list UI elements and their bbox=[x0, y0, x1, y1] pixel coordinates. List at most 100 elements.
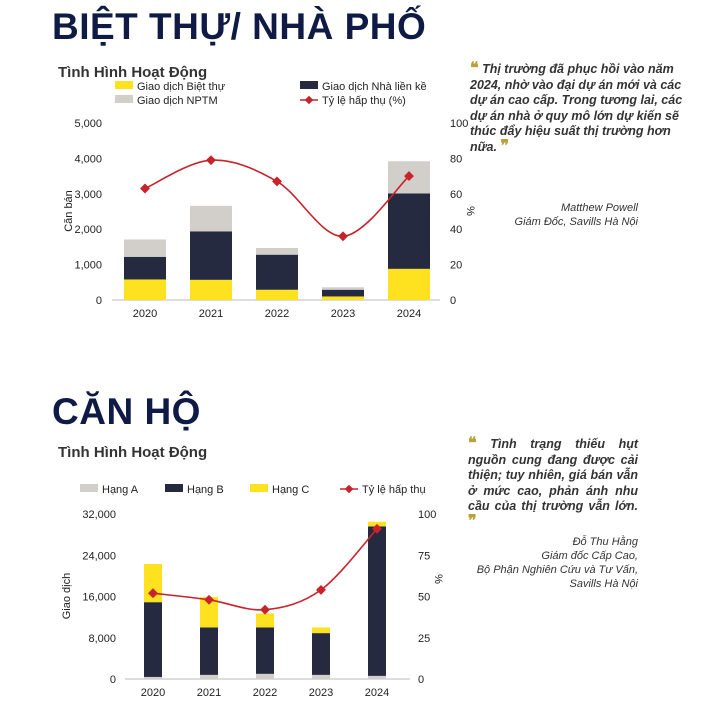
bar-segment bbox=[200, 597, 218, 628]
y-tick-label: 4,000 bbox=[74, 153, 102, 165]
bar-segment bbox=[256, 289, 298, 300]
y-tick-label: 3,000 bbox=[74, 189, 102, 201]
bar-segment bbox=[322, 289, 364, 297]
bar-segment bbox=[124, 239, 166, 257]
bar-segment bbox=[368, 675, 386, 679]
absorption-point bbox=[338, 231, 348, 242]
legend-swatch bbox=[165, 484, 183, 492]
attribution-villas: Matthew Powell Giám Đốc, Savills Hà Nội bbox=[515, 201, 638, 229]
y-tick-label: 2,000 bbox=[74, 224, 102, 236]
quote-villas: ❝ Thị trường đã phục hồi vào năm 2024, n… bbox=[470, 60, 698, 155]
absorption-point bbox=[316, 584, 326, 595]
legend-swatch bbox=[250, 484, 268, 492]
y2-tick-label: 80 bbox=[450, 153, 462, 165]
absorption-point bbox=[148, 588, 158, 599]
x-tick-label: 2020 bbox=[141, 687, 165, 699]
y2-tick-label: 75 bbox=[418, 550, 430, 562]
bar-segment bbox=[200, 627, 218, 675]
legend-label: Giao dịch NPTM bbox=[137, 95, 218, 107]
bar-segment bbox=[322, 296, 364, 300]
y-tick-label: 8,000 bbox=[88, 633, 116, 645]
y2-tick-label: 20 bbox=[450, 260, 462, 272]
y-tick-label: 32,000 bbox=[82, 509, 116, 521]
legend-label: Giao dịch Nhà liền kề bbox=[322, 81, 427, 93]
y-axis-title: Căn bán bbox=[63, 190, 75, 232]
bar-segment bbox=[124, 279, 166, 300]
x-tick-label: 2024 bbox=[365, 687, 389, 699]
bar-segment bbox=[256, 627, 274, 674]
legend-marker bbox=[304, 95, 314, 105]
x-tick-label: 2023 bbox=[309, 687, 333, 699]
bar-segment bbox=[256, 254, 298, 290]
bar-segment bbox=[144, 676, 162, 679]
x-tick-label: 2024 bbox=[397, 308, 421, 320]
legend-swatch bbox=[80, 484, 98, 492]
legend-label: Tỷ lệ hấp thụ bbox=[362, 484, 426, 496]
bar-segment bbox=[124, 256, 166, 280]
bar-segment bbox=[368, 526, 386, 676]
absorption-line bbox=[144, 159, 410, 238]
y-tick-label: 24,000 bbox=[82, 550, 116, 562]
attribution-title: Giám Đốc, Savills Hà Nội bbox=[514, 216, 638, 228]
bar-segment bbox=[256, 613, 274, 628]
y-tick-label: 16,000 bbox=[82, 592, 116, 604]
legend-label: Hạng C bbox=[272, 484, 309, 496]
absorption-point bbox=[372, 523, 382, 534]
bar-segment bbox=[144, 564, 162, 603]
section-heading-villas: BIỆT THỰ/ NHÀ PHỐ bbox=[52, 6, 427, 47]
absorption-point bbox=[140, 183, 150, 194]
y2-axis-title: % bbox=[432, 574, 444, 584]
absorption-point bbox=[272, 176, 282, 187]
y2-tick-label: 50 bbox=[418, 592, 430, 604]
x-tick-label: 2021 bbox=[199, 308, 223, 320]
legend-swatch bbox=[300, 81, 318, 89]
quote-text: Tình trạng thiếu hụt nguồn cung đang đượ… bbox=[468, 437, 638, 513]
quote-open-mark: ❝ bbox=[470, 60, 479, 77]
bar-segment bbox=[322, 287, 364, 290]
bar-segment bbox=[144, 602, 162, 677]
absorption-point bbox=[260, 604, 270, 615]
quote-close-mark: ❞ bbox=[468, 512, 477, 530]
bar-segment bbox=[312, 674, 330, 679]
bar-segment bbox=[190, 231, 232, 280]
y2-tick-label: 60 bbox=[450, 189, 462, 201]
bar-segment bbox=[312, 633, 330, 675]
legend-marker bbox=[344, 484, 354, 494]
x-tick-label: 2022 bbox=[253, 687, 277, 699]
attribution-line: Giám đốc Cấp Cao, bbox=[541, 550, 638, 562]
y2-tick-label: 100 bbox=[450, 118, 468, 130]
x-tick-label: 2022 bbox=[265, 308, 289, 320]
y2-tick-label: 40 bbox=[450, 224, 462, 236]
y-tick-label: 5,000 bbox=[74, 118, 102, 130]
quote-close-mark: ❞ bbox=[500, 137, 510, 155]
chart-title-villas: Tình Hình Hoạt Động bbox=[58, 64, 208, 81]
x-tick-label: 2020 bbox=[133, 308, 157, 320]
x-tick-label: 2023 bbox=[331, 308, 355, 320]
absorption-point bbox=[204, 594, 214, 605]
quote-open-mark: ❝ bbox=[468, 435, 477, 452]
bar-segment bbox=[190, 279, 232, 300]
attribution-line: Savills Hà Nội bbox=[569, 578, 638, 590]
y2-tick-label: 100 bbox=[418, 509, 436, 521]
legend-label: Hạng B bbox=[187, 484, 224, 496]
y2-tick-label: 25 bbox=[418, 633, 430, 645]
legend-label: Tỷ lệ hấp thụ (%) bbox=[322, 95, 406, 107]
y-tick-label: 0 bbox=[110, 674, 116, 686]
bar-segment bbox=[190, 205, 232, 232]
legend-label: Giao dịch Biệt thự bbox=[137, 81, 226, 93]
attribution-name: Matthew Powell bbox=[560, 202, 638, 214]
attribution-line: Bộ Phận Nghiên Cứu và Tư Vấn, bbox=[476, 564, 638, 576]
y2-tick-label: 0 bbox=[450, 295, 456, 307]
attribution-apartments: Đỗ Thu Hằng Giám đốc Cấp Cao, Bộ Phận Ng… bbox=[477, 535, 638, 591]
y2-tick-label: 0 bbox=[418, 674, 424, 686]
bar-segment bbox=[388, 193, 430, 269]
bar-segment bbox=[388, 268, 430, 300]
bar-segment bbox=[200, 674, 218, 679]
quote-text: Thị trường đã phục hồi vào năm 2024, nhờ… bbox=[470, 62, 683, 154]
y2-axis-title: % bbox=[464, 206, 476, 216]
absorption-line bbox=[152, 528, 378, 611]
section-heading-apartments: CĂN HỘ bbox=[52, 391, 201, 432]
absorption-point bbox=[206, 155, 216, 166]
bar-segment bbox=[256, 673, 274, 679]
